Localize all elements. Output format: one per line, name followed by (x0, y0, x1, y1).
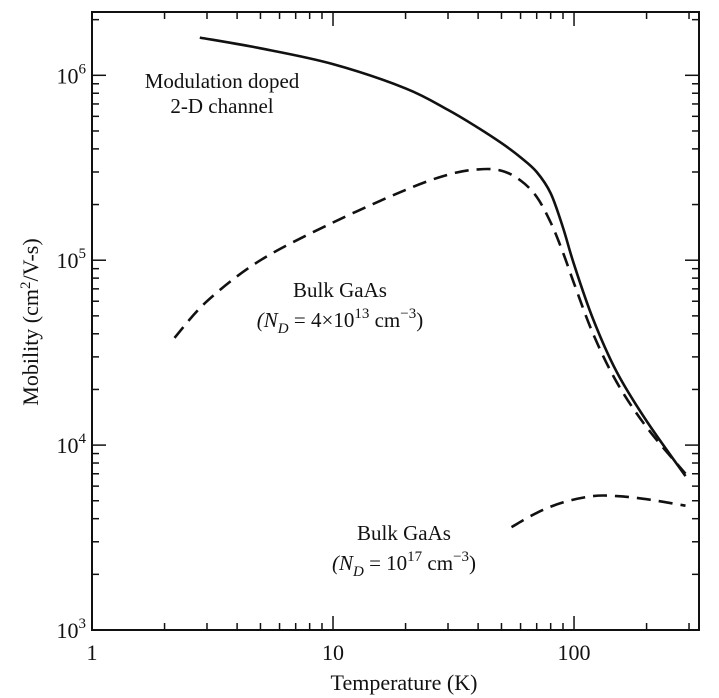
bulk2-unit: cm (422, 551, 453, 575)
x-tick-label: 1 (87, 640, 98, 665)
bulk1-mid: = 4×10 (289, 308, 355, 332)
annotation-modulation-line1: Modulation doped (145, 69, 300, 93)
bulk2-sub: D (352, 564, 364, 580)
plot-frame (91, 11, 700, 631)
annotation-bulk1-title: Bulk GaAs (293, 278, 387, 302)
annotation-bulk2-formula: (ND = 1017 cm−3) (332, 549, 476, 580)
bulk1-sub: D (277, 321, 289, 337)
y-tick-label: 106 (57, 61, 87, 88)
y-tick-label: 104 (57, 431, 87, 458)
annotation-bulk2-title: Bulk GaAs (357, 521, 451, 545)
bulk2-lhs: (N (332, 551, 354, 575)
series-line-2 (173, 167, 687, 475)
series-line-3 (510, 494, 686, 529)
annotation-modulation-line2: 2-D channel (170, 94, 273, 118)
x-tick-label: 100 (558, 640, 591, 665)
bulk2-mid: = 10 (364, 551, 407, 575)
bulk2-close: ) (469, 551, 476, 575)
y-tick-label: 103 (57, 616, 87, 643)
bulk1-sup: 13 (354, 306, 369, 322)
bulk1-close: ) (416, 308, 423, 332)
x-tick-labels: 1 10 100 (87, 640, 591, 665)
annotation-bulk1-formula: (ND = 4×1013 cm−3) (257, 306, 423, 337)
x-tick-label: 10 (322, 640, 344, 665)
tick-marks (91, 12, 699, 631)
x-axis-title: Temperature (K) (331, 670, 478, 695)
bulk1-unit-sup: −3 (400, 306, 416, 322)
y-tick-label: 105 (57, 246, 87, 273)
bulk2-unit-sup: −3 (453, 549, 469, 565)
series-line-1 (199, 36, 687, 477)
series-group (173, 36, 687, 529)
y-axis-title: Mobility (cm2/V-s) (18, 238, 43, 405)
bulk1-lhs: (N (257, 308, 279, 332)
y-tick-labels: 103 104 105 106 (57, 61, 87, 643)
bulk2-sup: 17 (407, 549, 423, 565)
bulk1-unit: cm (369, 308, 400, 332)
